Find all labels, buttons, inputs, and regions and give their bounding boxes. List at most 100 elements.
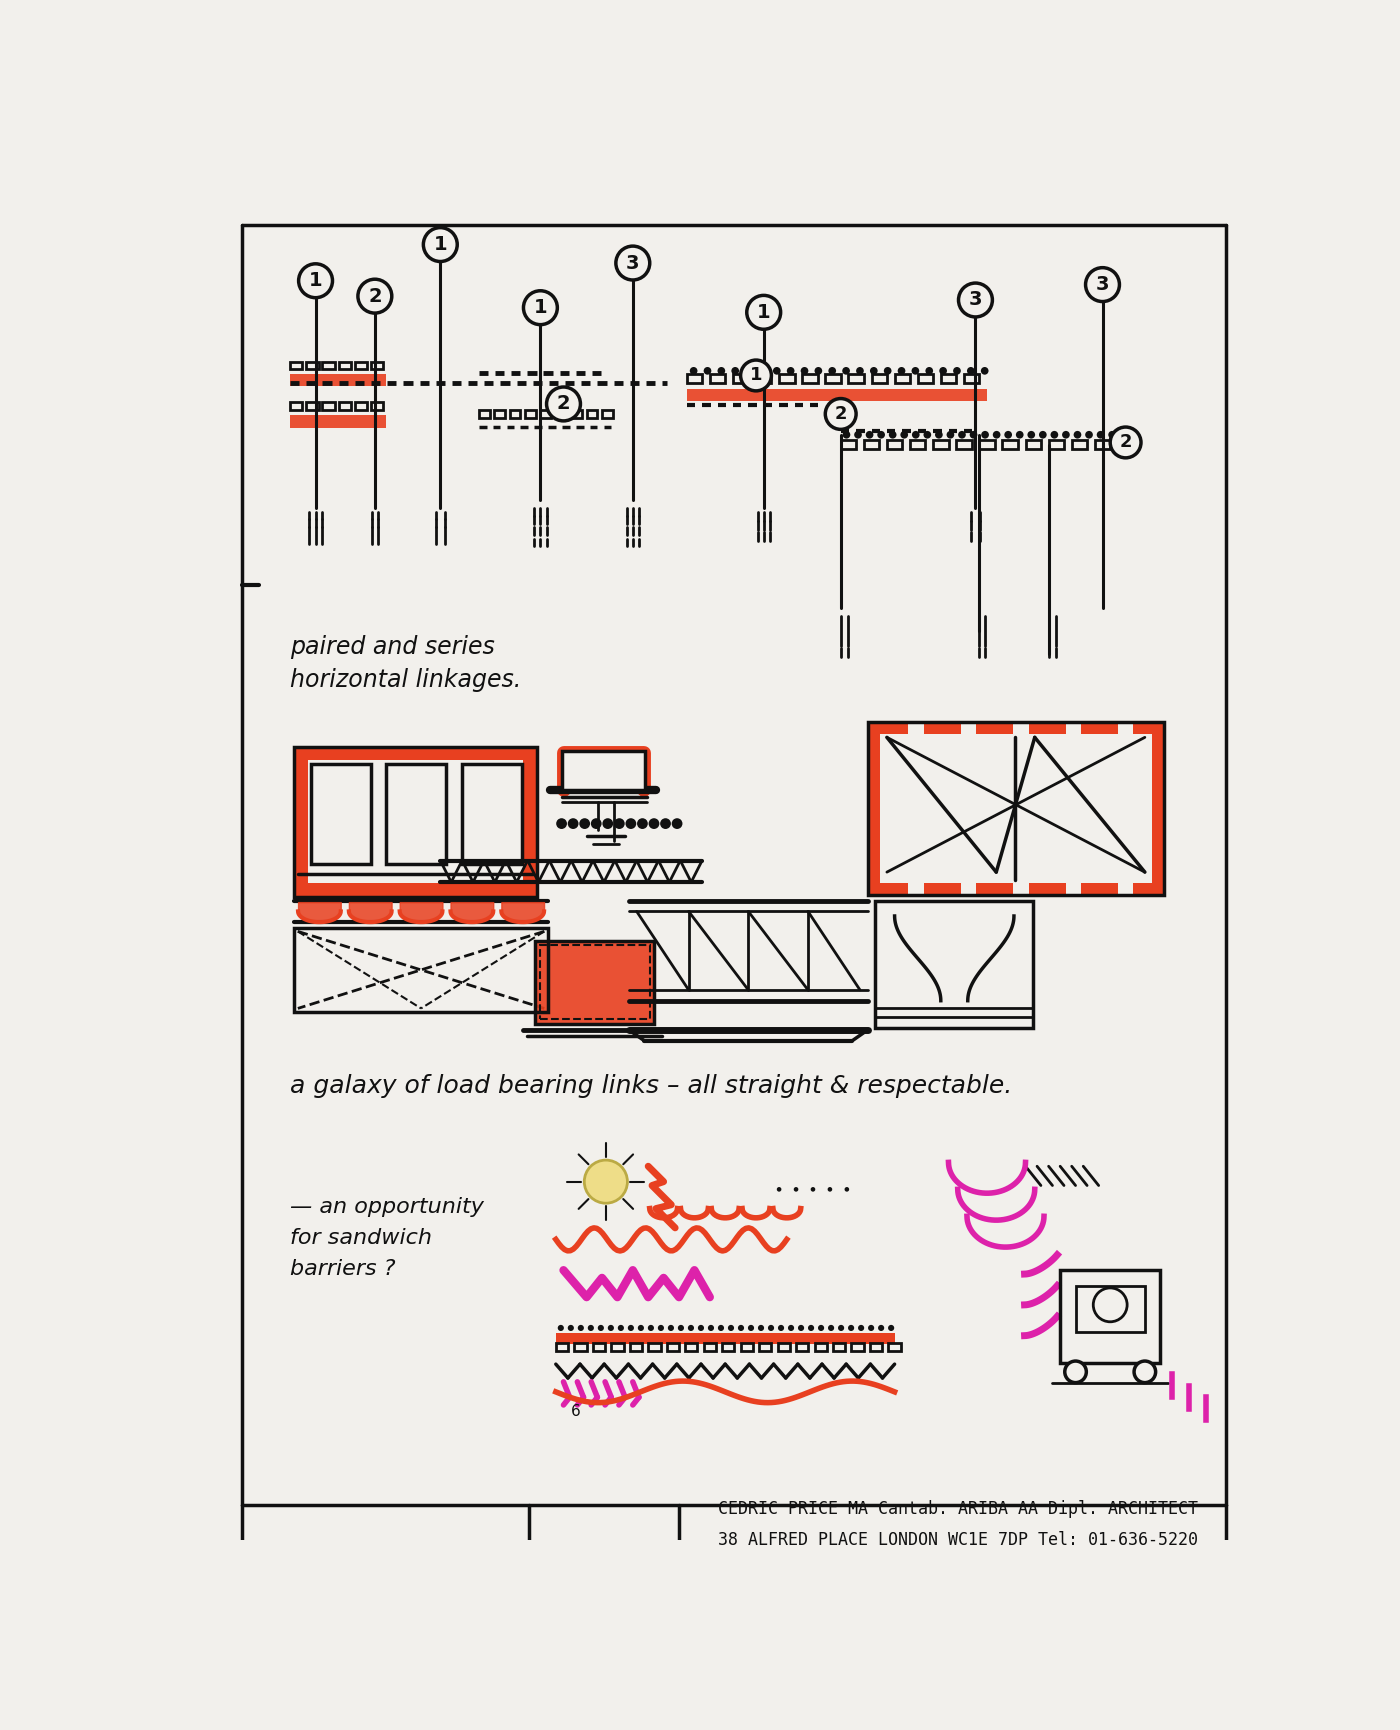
Bar: [556, 1334, 895, 1344]
Bar: [1134, 721, 1161, 734]
Text: 3: 3: [969, 291, 983, 310]
Bar: [462, 763, 522, 863]
Bar: [612, 1342, 623, 1351]
Circle shape: [911, 367, 920, 375]
Circle shape: [524, 291, 557, 325]
Circle shape: [946, 431, 955, 439]
Text: 2: 2: [368, 287, 382, 306]
Circle shape: [668, 1325, 673, 1330]
Bar: [777, 1342, 790, 1351]
Circle shape: [967, 367, 974, 375]
Circle shape: [616, 246, 650, 280]
Circle shape: [939, 367, 946, 375]
Bar: [963, 374, 980, 382]
Circle shape: [637, 818, 648, 829]
Text: 2: 2: [557, 394, 570, 413]
Bar: [1029, 882, 1065, 894]
Circle shape: [578, 1325, 584, 1330]
Circle shape: [738, 1325, 743, 1330]
Circle shape: [658, 1325, 664, 1330]
Bar: [354, 362, 367, 368]
Bar: [759, 1342, 771, 1351]
Bar: [778, 374, 795, 382]
Circle shape: [959, 284, 993, 317]
Circle shape: [1093, 1287, 1127, 1322]
Circle shape: [1028, 431, 1035, 439]
Circle shape: [826, 398, 857, 429]
Bar: [339, 403, 351, 410]
Circle shape: [638, 1325, 644, 1330]
Bar: [1060, 1270, 1161, 1363]
Circle shape: [697, 1325, 704, 1330]
Circle shape: [829, 367, 836, 375]
Bar: [869, 1342, 882, 1351]
Circle shape: [911, 431, 920, 439]
Bar: [630, 1342, 643, 1351]
Circle shape: [672, 818, 682, 829]
Circle shape: [588, 1325, 594, 1330]
Circle shape: [1050, 431, 1058, 439]
Bar: [710, 374, 725, 382]
Bar: [685, 1342, 697, 1351]
Circle shape: [788, 1325, 794, 1330]
Bar: [756, 374, 771, 382]
Circle shape: [568, 1325, 574, 1330]
Bar: [1119, 439, 1134, 450]
Bar: [722, 1342, 735, 1351]
Circle shape: [778, 1325, 784, 1330]
Circle shape: [1131, 431, 1140, 439]
Circle shape: [869, 367, 878, 375]
Circle shape: [704, 367, 711, 375]
Circle shape: [777, 1187, 781, 1192]
Circle shape: [858, 1325, 864, 1330]
Bar: [587, 410, 598, 419]
Text: CEDRIC PRICE MA Cantab. ARIBA AA Dipl. ARCHITECT
38 ALFRED PLACE LONDON WC1E 7DP: CEDRIC PRICE MA Cantab. ARIBA AA Dipl. A…: [717, 1500, 1197, 1548]
Bar: [311, 763, 371, 863]
Bar: [868, 721, 881, 894]
Bar: [924, 882, 960, 894]
Bar: [294, 882, 536, 896]
Circle shape: [818, 1325, 825, 1330]
Bar: [371, 362, 384, 368]
Bar: [602, 410, 613, 419]
Bar: [734, 374, 748, 382]
Bar: [924, 721, 960, 734]
Bar: [833, 1342, 846, 1351]
Text: 1: 1: [757, 303, 770, 322]
Bar: [840, 439, 857, 450]
Circle shape: [745, 367, 753, 375]
Bar: [956, 439, 972, 450]
Bar: [1002, 439, 1018, 450]
Circle shape: [1039, 431, 1047, 439]
Circle shape: [568, 818, 578, 829]
Bar: [741, 1342, 753, 1351]
Circle shape: [1109, 431, 1116, 439]
Bar: [535, 941, 654, 1024]
Bar: [510, 410, 521, 419]
Bar: [932, 439, 949, 450]
Bar: [797, 1342, 808, 1351]
Circle shape: [728, 1325, 734, 1330]
Text: — an opportunity
for sandwich
barriers ?: — an opportunity for sandwich barriers ?: [290, 1197, 484, 1280]
Bar: [848, 374, 864, 382]
Bar: [354, 403, 367, 410]
Circle shape: [970, 431, 977, 439]
Bar: [290, 415, 386, 427]
Circle shape: [615, 818, 624, 829]
Circle shape: [958, 431, 966, 439]
Circle shape: [868, 1325, 874, 1330]
Bar: [918, 374, 932, 382]
Circle shape: [759, 367, 767, 375]
Circle shape: [648, 818, 659, 829]
Text: 1: 1: [533, 298, 547, 317]
Bar: [294, 927, 549, 1012]
Circle shape: [580, 818, 589, 829]
Circle shape: [924, 431, 931, 439]
Circle shape: [298, 263, 333, 298]
Circle shape: [787, 367, 795, 375]
Circle shape: [811, 1187, 815, 1192]
Bar: [871, 374, 888, 382]
Text: 3: 3: [626, 254, 640, 273]
Bar: [522, 747, 536, 896]
Circle shape: [731, 367, 739, 375]
